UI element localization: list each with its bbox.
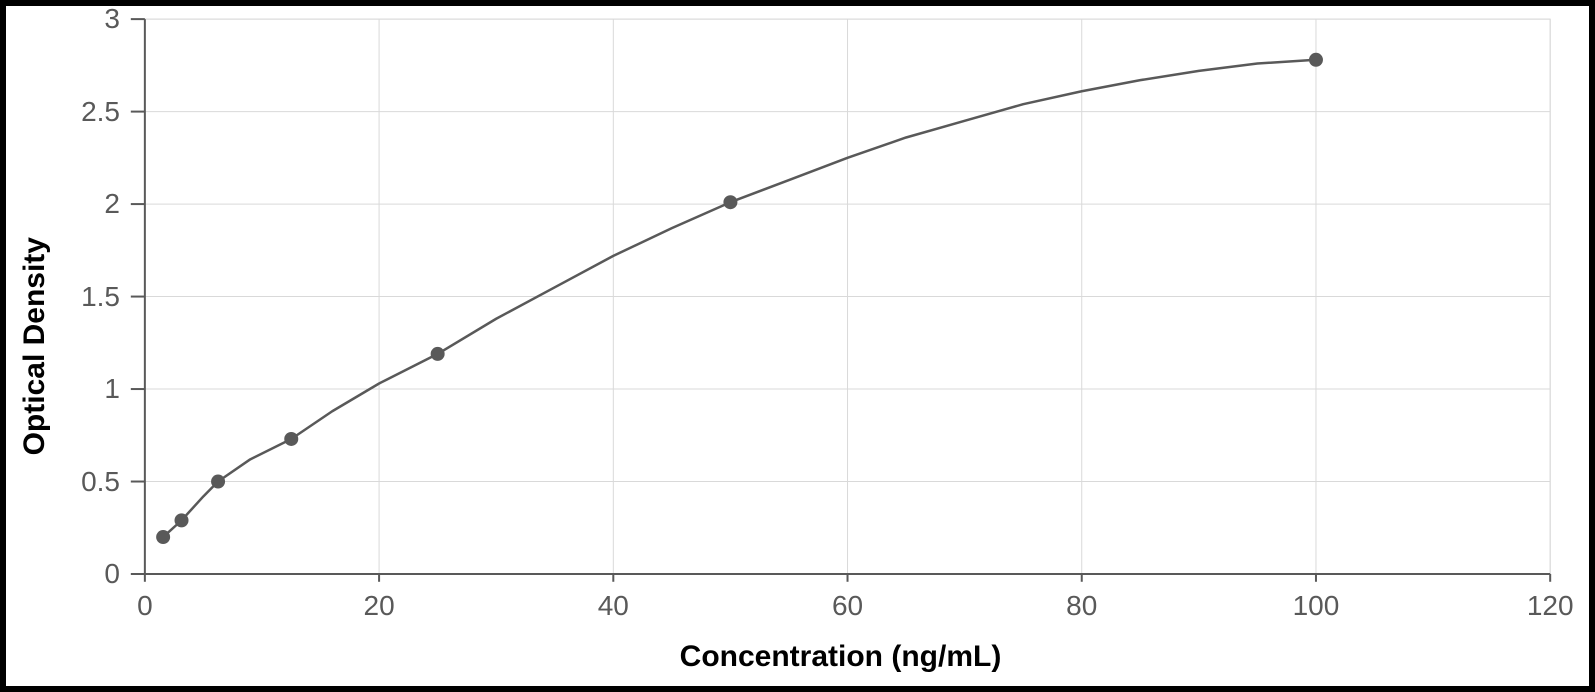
x-tick-label: 80	[1066, 590, 1097, 622]
x-tick-label: 120	[1527, 590, 1574, 622]
x-tick-label: 40	[598, 590, 629, 622]
data-point	[431, 347, 445, 361]
y-tick-label: 1.5	[81, 281, 120, 313]
y-tick-column: 00.511.522.53	[58, 18, 128, 584]
x-tick-label: 60	[832, 590, 863, 622]
y-tick-label: 2.5	[81, 96, 120, 128]
y-tick-label: 0	[104, 558, 120, 590]
y-tick-label: 2	[104, 188, 120, 220]
x-tick-row: 020406080100120	[128, 584, 1553, 638]
data-point	[284, 432, 298, 446]
y-tick-label: 0.5	[81, 466, 120, 498]
x-tick-label: 100	[1293, 590, 1340, 622]
y-axis-title-container: Optical Density	[18, 18, 58, 674]
data-point	[156, 530, 170, 544]
data-point	[211, 475, 225, 489]
data-point	[1309, 53, 1323, 67]
chart-frame: Optical Density 0 0.5 1 1.5 2 2.5 3 0 20 40 60 80 1…	[0, 0, 1595, 692]
x-axis-title: Concentration (ng/mL)	[128, 638, 1553, 674]
y-tick-label: 1	[104, 373, 120, 405]
y-tick-label: 3	[104, 3, 120, 35]
y-axis-title: Optical Density	[18, 237, 52, 455]
plot-svg	[128, 18, 1553, 584]
data-point	[723, 195, 737, 209]
data-point	[175, 513, 189, 527]
x-tick-label: 20	[364, 590, 395, 622]
plot-area	[128, 18, 1553, 584]
x-tick-label: 0	[137, 590, 153, 622]
chart-wrap: Optical Density 00.511.522.53 0204060801…	[18, 18, 1553, 674]
plot-and-yticks: 00.511.522.53	[58, 18, 1553, 584]
plot-column: 00.511.522.53 020406080100120 Concentrat…	[58, 18, 1553, 674]
